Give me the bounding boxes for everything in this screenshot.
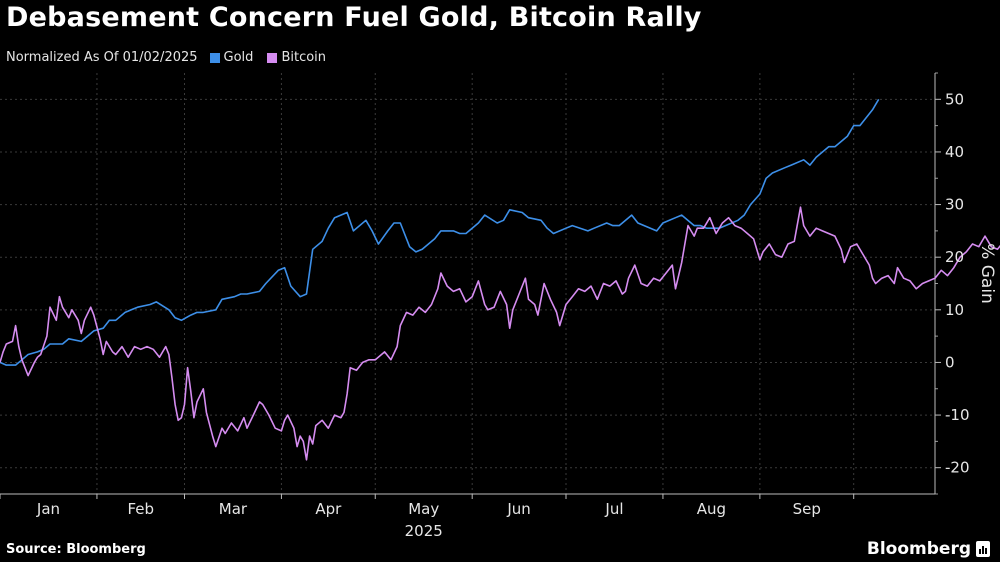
legend: Normalized As Of 01/02/2025 Gold Bitcoin [6,50,326,65]
series-lines [0,98,1000,461]
legend-swatch-gold [209,52,220,63]
y-tick-label: -20 [945,459,970,477]
legend-label-gold: Gold [223,50,254,65]
x-tick-label: Aug [697,500,726,518]
y-tick-label: 40 [945,143,964,161]
x-tick-label: Jun [506,500,530,518]
x-tick-label: Sep [793,500,821,518]
y-tick-label: 10 [945,301,964,319]
legend-label-bitcoin: Bitcoin [281,50,327,65]
x-tick-label: Jul [604,500,623,518]
x-tick-label: May [408,500,439,518]
y-tick-label: 30 [945,196,964,214]
bloomberg-icon [976,541,990,557]
series-line-gold [0,98,880,366]
x-tick-label: Apr [315,500,342,518]
series-line-bitcoin [0,206,1000,461]
chart-title: Debasement Concern Fuel Gold, Bitcoin Ra… [6,2,702,33]
brand-name: Bloomberg [866,539,971,559]
gridlines [0,73,935,494]
y-tick-label: -10 [945,406,970,424]
legend-swatch-bitcoin [267,52,278,63]
y-tick-label: 0 [945,353,955,371]
axes [0,72,941,499]
source-note: Source: Bloomberg [6,542,146,557]
x-tick-label: Feb [127,500,154,518]
legend-subtitle: Normalized As Of 01/02/2025 [6,50,198,65]
y-tick-label: 50 [945,90,964,108]
y-axis-title: % Gain [977,243,997,304]
y-tick-label: 20 [945,248,964,266]
axis-labels: -20 -10 0 10 20 30 40 50 Jan Feb Mar Apr May Jun Jul Au… [36,90,997,540]
x-tick-label: Mar [219,500,248,518]
x-tick-label: Jan [36,500,60,518]
x-axis-title: 2025 [405,522,443,540]
brand-logo: Bloomberg [867,539,990,559]
